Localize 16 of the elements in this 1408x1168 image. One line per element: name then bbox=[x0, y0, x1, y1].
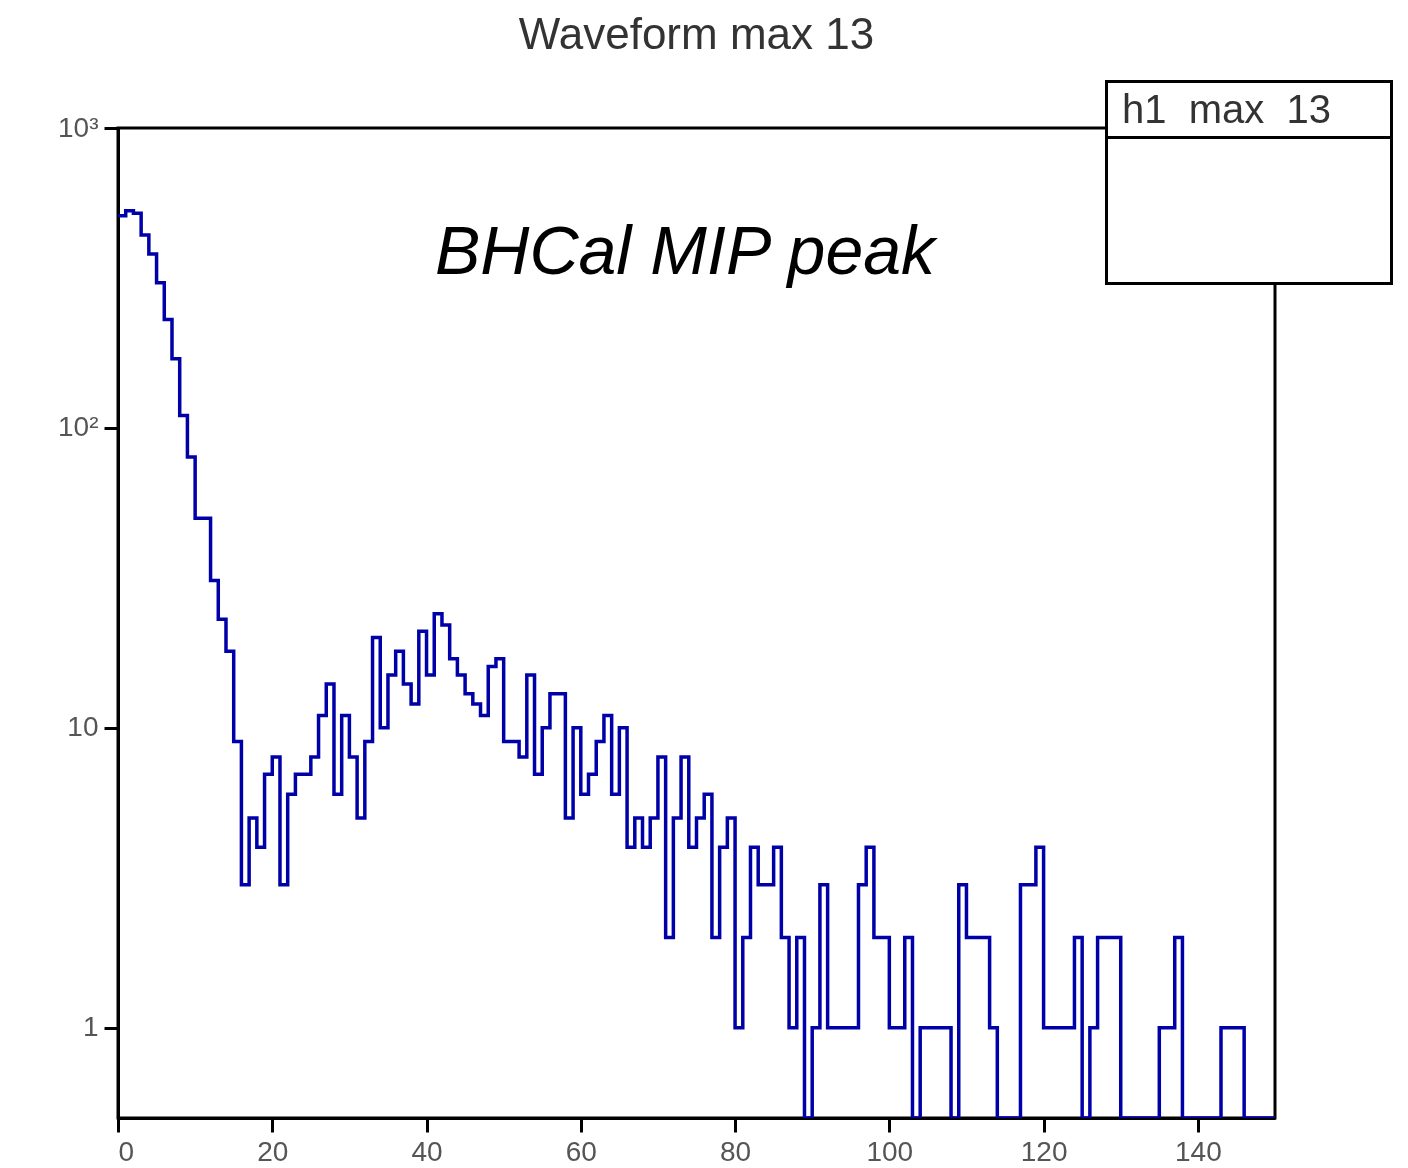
x-tick-label: 120 bbox=[1020, 1135, 1068, 1167]
x-tick-label: 40 bbox=[411, 1135, 443, 1167]
y-tick-label: 1 bbox=[82, 1011, 99, 1043]
chart-title: Waveform max 13 bbox=[518, 9, 875, 58]
x-tick-label: 100 bbox=[866, 1135, 914, 1167]
y-tick-label: 10³ bbox=[58, 111, 99, 143]
annotation: BHCal MIP peak bbox=[434, 212, 939, 288]
stats-box: h1 max 13 bbox=[1105, 80, 1393, 285]
x-tick-label: 20 bbox=[257, 1135, 289, 1167]
x-tick-label: 0 bbox=[118, 1135, 135, 1167]
y-tick-label: 10² bbox=[58, 411, 99, 443]
x-tick-label: 80 bbox=[719, 1135, 752, 1167]
x-tick-label: 60 bbox=[565, 1135, 597, 1167]
y-tick-label: 10 bbox=[67, 711, 99, 743]
x-tick-label: 140 bbox=[1175, 1135, 1222, 1167]
annotation: h1 max 13 bbox=[1108, 83, 1390, 139]
